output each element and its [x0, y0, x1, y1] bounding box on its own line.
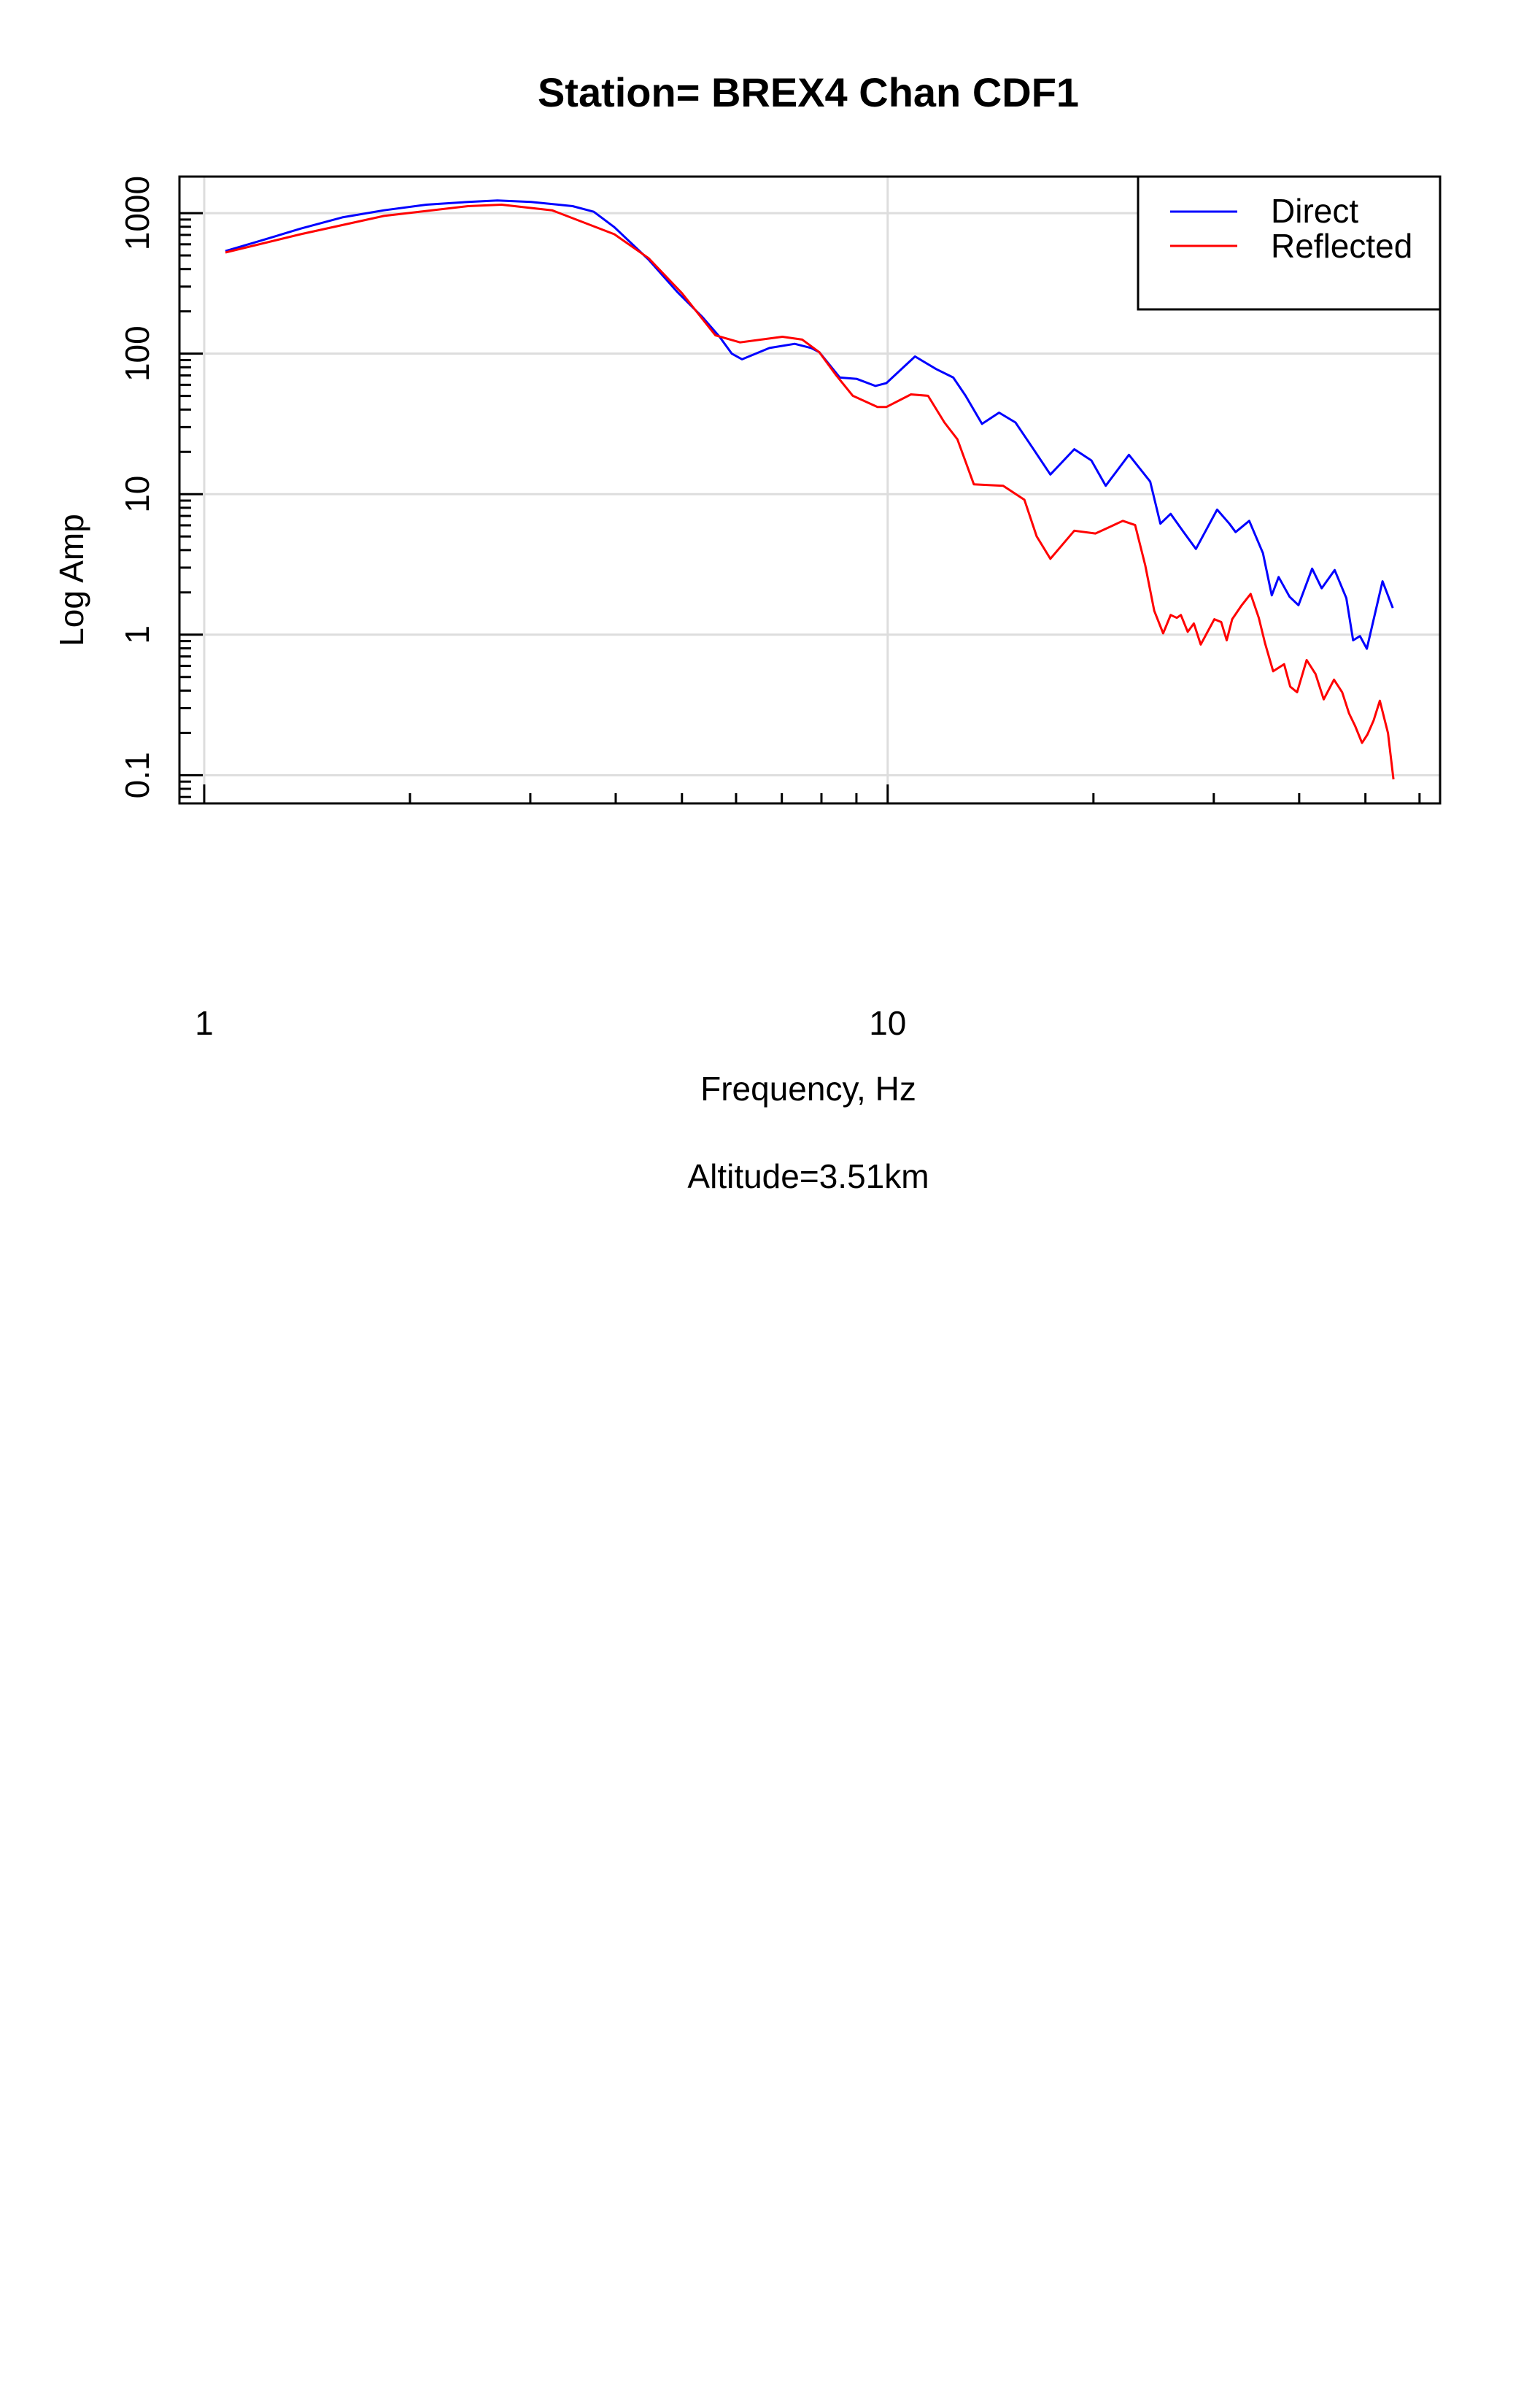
y-tick-label: 0.1 [118, 752, 156, 798]
x-tick-label: 1 [195, 1004, 214, 1042]
x-axis-label: Frequency, Hz [700, 1070, 916, 1108]
series-line-reflected [225, 204, 1395, 780]
y-tick-label: 1000 [118, 176, 156, 250]
series-line-direct [225, 199, 1394, 650]
legend-label-direct: Direct [1271, 192, 1358, 230]
chart-title: Station= BREX4 Chan CDF1 [538, 69, 1079, 115]
y-tick-label: 10 [118, 476, 156, 513]
series-group [225, 199, 1395, 780]
y-axis-label: Log Amp [53, 514, 90, 647]
axes: 1 10 0.1 1 10 100 1000 [118, 176, 1421, 1042]
legend-label-reflected: Reflected [1271, 227, 1412, 265]
y-tick-label: 1 [118, 625, 156, 644]
legend: Direct Reflected [1137, 175, 1442, 311]
chart-subtitle: Altitude=3.51km [687, 1157, 929, 1195]
x-tick-label: 10 [869, 1004, 906, 1042]
legend-box [1137, 175, 1442, 311]
y-tick-label: 100 [118, 325, 156, 382]
grid [179, 177, 1440, 803]
plot-frame [178, 175, 1442, 805]
